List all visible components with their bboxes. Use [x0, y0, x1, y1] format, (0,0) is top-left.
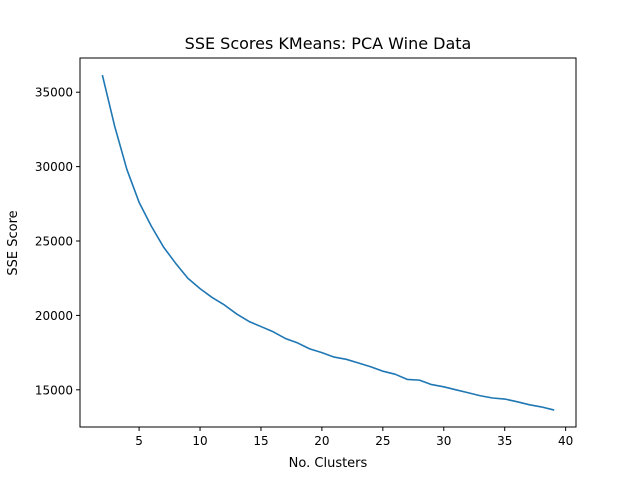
y-tick-label: 20000 [35, 309, 73, 323]
x-tick-label: 35 [497, 434, 512, 448]
x-tick-label: 10 [192, 434, 207, 448]
y-tick-label: 30000 [35, 160, 73, 174]
series-line-0 [101, 74, 555, 411]
y-tick-label: 15000 [35, 383, 73, 397]
x-tick-label: 40 [558, 434, 573, 448]
y-axis-label: SSE Score [6, 210, 21, 275]
x-tick-label: 20 [314, 434, 329, 448]
x-axis-label: No. Clusters [289, 456, 368, 471]
y-tick-label: 35000 [35, 86, 73, 100]
x-tick-label: 5 [135, 434, 143, 448]
x-tick-label: 15 [253, 434, 268, 448]
x-tick-label: 25 [375, 434, 390, 448]
axes-frame [79, 57, 577, 428]
x-tick-label: 30 [436, 434, 451, 448]
y-tick-label: 25000 [35, 235, 73, 249]
chart-title: SSE Scores KMeans: PCA Wine Data [185, 34, 472, 53]
plot-area: 5 10 15 20 25 30 35 40 15000 20000 25000 30000 35000 [35, 57, 577, 448]
